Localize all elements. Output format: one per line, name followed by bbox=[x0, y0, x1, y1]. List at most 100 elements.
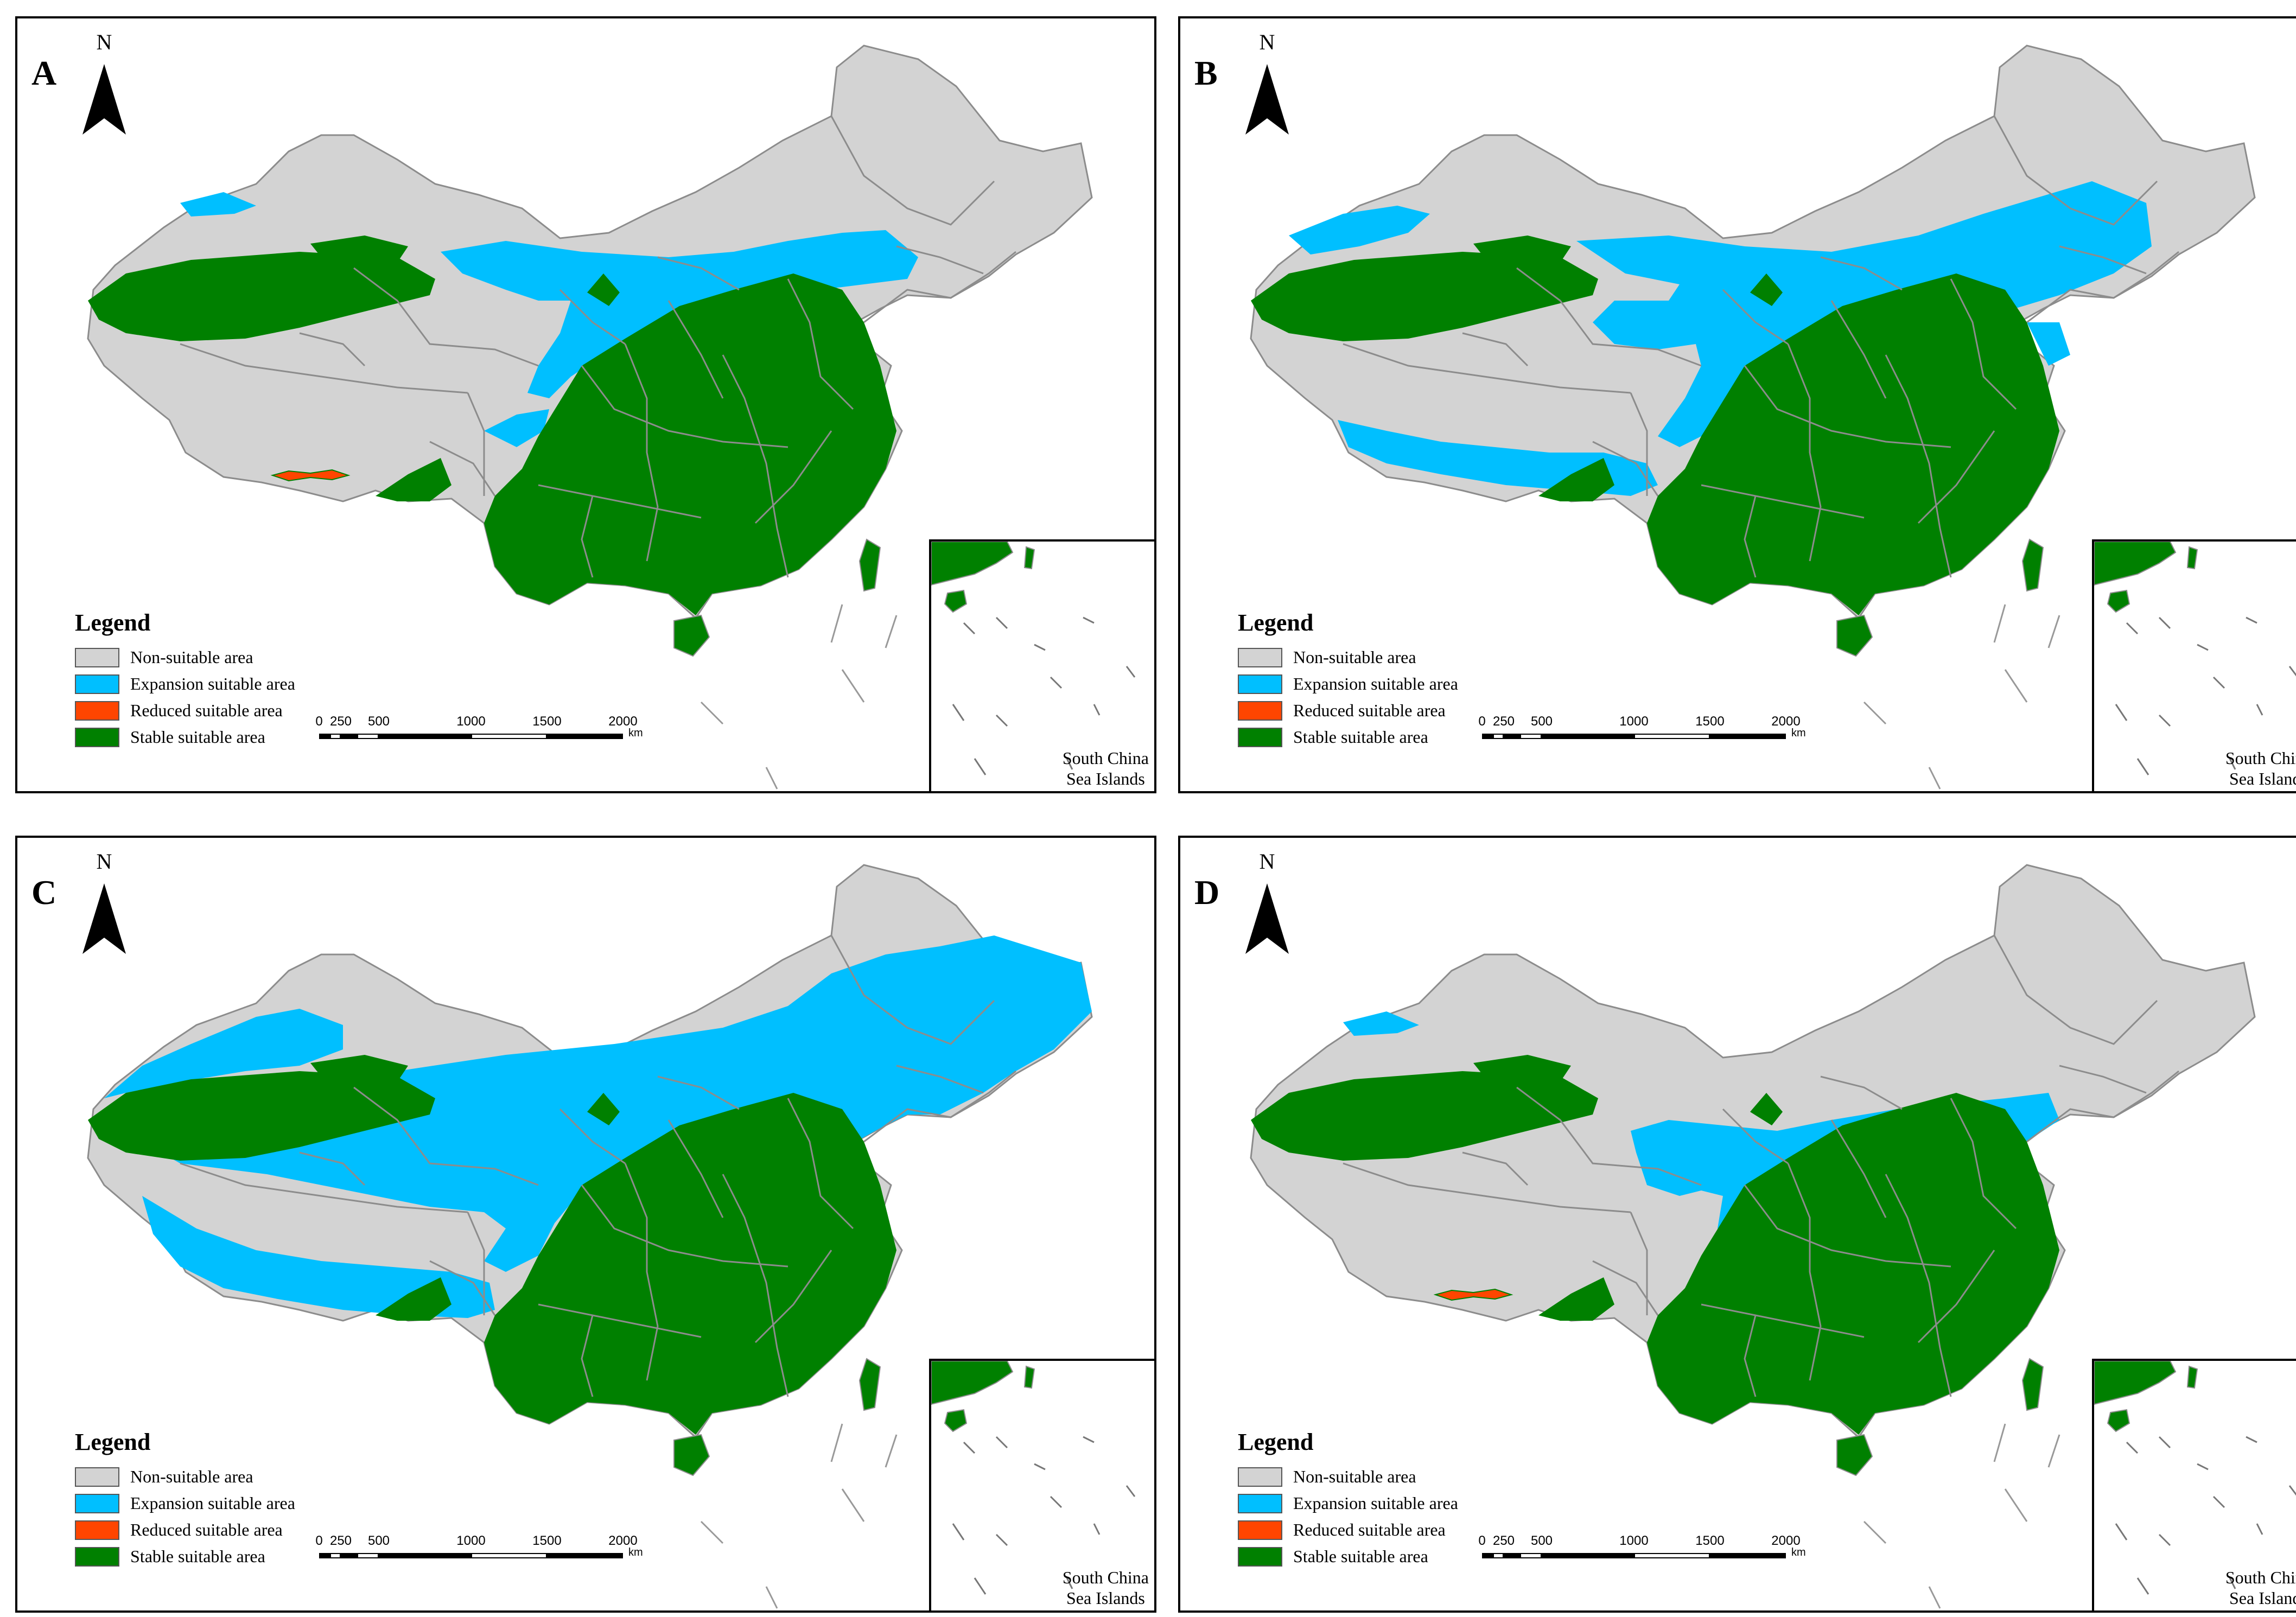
province-border bbox=[787, 278, 854, 410]
stable-region bbox=[1473, 235, 1571, 265]
province-border bbox=[1787, 1163, 1822, 1381]
scale-bar-segment bbox=[1504, 1553, 1520, 1558]
province-border bbox=[1830, 1119, 1887, 1218]
legend-swatch bbox=[75, 701, 119, 721]
legend-item: Expansion suitable area bbox=[1238, 671, 1542, 697]
legend-swatch bbox=[1238, 1467, 1282, 1487]
expansion-region bbox=[1343, 1011, 1419, 1036]
scale-tick-label: 2000 bbox=[608, 714, 638, 729]
map-panel-b: B N Legend Non-suitable area Expansion suita… bbox=[1178, 16, 2296, 793]
legend-title: Legend bbox=[75, 609, 151, 636]
province-border bbox=[830, 116, 995, 226]
stable-region bbox=[1750, 273, 1783, 306]
scale-tick-label: 500 bbox=[367, 1533, 390, 1548]
legend-item: Expansion suitable area bbox=[75, 1490, 379, 1517]
province-border bbox=[1950, 1098, 2017, 1230]
inset-label-line2: Sea Islands bbox=[2229, 769, 2296, 788]
inset-label-line1: South China bbox=[1062, 1568, 1149, 1587]
china-map bbox=[87, 44, 1093, 790]
province-border bbox=[1950, 278, 2017, 410]
legend-item: Stable suitable area bbox=[1238, 1543, 1542, 1570]
scale-bar-segment bbox=[471, 1553, 547, 1558]
stable-region bbox=[587, 1093, 620, 1125]
scale-bar-segment bbox=[330, 734, 341, 739]
scale-bar: 0 250 500 1000 1500 2000 km bbox=[1478, 1533, 1818, 1577]
legend-label: Stable suitable area bbox=[130, 727, 265, 747]
province-border bbox=[1592, 441, 1659, 496]
province-border bbox=[559, 289, 626, 345]
province-border bbox=[863, 251, 1016, 323]
expansion-region bbox=[484, 409, 549, 447]
province-border bbox=[1830, 300, 1887, 399]
province-border bbox=[1744, 1315, 1757, 1397]
province-border bbox=[1516, 267, 1702, 367]
scale-bar-segment bbox=[319, 1553, 330, 1558]
province-border bbox=[1917, 430, 1995, 524]
province-border bbox=[1787, 343, 1822, 562]
legend-swatch bbox=[1238, 647, 1282, 667]
scale-bar-segment bbox=[341, 734, 357, 739]
panel-label: C bbox=[31, 873, 57, 912]
province-border bbox=[1993, 116, 2158, 226]
stable-region bbox=[587, 273, 620, 306]
scale-bar-segment bbox=[379, 734, 471, 739]
legend-label: Stable suitable area bbox=[130, 1546, 265, 1566]
scale-bar-segment bbox=[330, 1553, 341, 1558]
stable-region bbox=[1647, 1093, 2059, 1435]
stable-region bbox=[1647, 273, 2059, 615]
province-border bbox=[1820, 1075, 1903, 1110]
legend-item: Reduced suitable area bbox=[75, 697, 379, 724]
stable-region bbox=[1799, 322, 1853, 355]
scale-tick-label: 0 bbox=[315, 1533, 323, 1548]
map-panel-c: C N Legend Non-suitable area Expansion suita… bbox=[15, 836, 1156, 1613]
scale-unit-label: km bbox=[628, 1546, 643, 1558]
stable-region bbox=[1251, 1071, 1598, 1161]
province-border bbox=[863, 1070, 1016, 1143]
province-border bbox=[581, 365, 788, 448]
province-border bbox=[657, 1075, 740, 1110]
scale-tick-label: 2000 bbox=[1771, 1533, 1801, 1548]
province-border bbox=[1917, 1250, 1995, 1344]
province-border bbox=[1630, 1212, 1648, 1315]
province-border bbox=[299, 332, 366, 367]
legend: Legend Non-suitable area Expansion suitabl… bbox=[1238, 1428, 1542, 1570]
scale-tick-label: 1000 bbox=[456, 714, 486, 729]
province-border bbox=[657, 256, 740, 291]
province-border bbox=[667, 1119, 724, 1218]
legend-swatch bbox=[75, 1546, 119, 1567]
legend-label: Reduced suitable area bbox=[1293, 1520, 1446, 1539]
province-border bbox=[581, 495, 594, 578]
province-border bbox=[180, 343, 468, 394]
legend-label: Stable suitable area bbox=[1293, 1546, 1428, 1566]
legend-item: Non-suitable area bbox=[1238, 644, 1542, 671]
province-border bbox=[1701, 484, 1865, 519]
province-border bbox=[2026, 251, 2179, 323]
scale-unit-label: km bbox=[1791, 727, 1806, 739]
scale-bar-segment bbox=[547, 734, 623, 739]
maritime-boundary bbox=[1863, 1423, 2060, 1609]
north-arrow-icon: N bbox=[77, 849, 131, 957]
stable-region bbox=[636, 1142, 690, 1174]
scale-bar-segment bbox=[341, 1553, 357, 1558]
province-border bbox=[1343, 1162, 1631, 1213]
legend-swatch bbox=[75, 1467, 119, 1487]
inset-label-line1: South China bbox=[2225, 748, 2296, 768]
province-border bbox=[1630, 392, 1648, 496]
scale-bar-segment bbox=[379, 1553, 471, 1558]
hainan-island bbox=[1836, 1434, 1873, 1476]
province-border bbox=[1744, 495, 1757, 578]
stable-region bbox=[1473, 1055, 1571, 1085]
scale-tick-label: 0 bbox=[1478, 1533, 1486, 1548]
legend-item: Stable suitable area bbox=[75, 1543, 379, 1570]
province-border bbox=[2059, 245, 2147, 275]
scale-tick-label: 250 bbox=[1492, 1533, 1515, 1548]
panel-label: B bbox=[1194, 54, 1218, 92]
scale-unit-label: km bbox=[1791, 1546, 1806, 1558]
legend-swatch bbox=[1238, 1520, 1282, 1540]
legend-label: Expansion suitable area bbox=[1293, 1493, 1458, 1513]
legend-item: Stable suitable area bbox=[75, 724, 379, 750]
scale-bar: 0 250 500 1000 1500 2000 km bbox=[315, 1533, 656, 1577]
province-border bbox=[538, 484, 702, 519]
